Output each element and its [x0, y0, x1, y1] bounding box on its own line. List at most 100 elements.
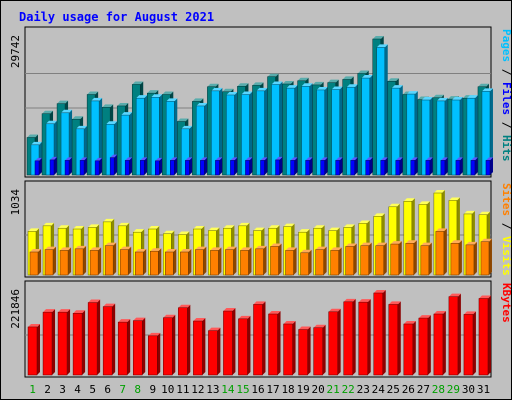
bar-kbytes-25	[388, 301, 401, 376]
bar-kbytes-10-top	[163, 314, 176, 318]
day-label-20: 20	[312, 383, 325, 396]
bar-pages-24-face	[380, 160, 385, 176]
bar-pages-23	[365, 157, 373, 176]
bar-pages-28-face	[440, 160, 446, 176]
legend-kbytes: KBytes	[500, 283, 511, 323]
bar-sites-24-side	[383, 242, 387, 275]
bar-kbytes-25-top	[388, 301, 401, 305]
bar-hits-8-top	[132, 81, 144, 85]
bar-pages-19	[305, 157, 313, 176]
bar-kbytes-4-side	[82, 310, 86, 375]
bar-sites-1-top	[30, 249, 41, 253]
day-label-1: 1	[29, 383, 36, 396]
bar-sites-7-face	[119, 249, 129, 276]
day-label-24: 24	[372, 383, 386, 396]
bar-files-27-top	[421, 97, 433, 101]
bar-kbytes-29-top	[448, 293, 461, 297]
bar-hits-28-top	[432, 94, 444, 98]
bar-files-5-side	[99, 97, 103, 175]
bar-sites-20-side	[323, 246, 327, 275]
bar-sites-4-side	[83, 245, 87, 275]
bar-hits-19-top	[297, 77, 309, 81]
bar-pages-5-top	[95, 157, 103, 161]
bar-sites-19-top	[300, 249, 312, 253]
bar-visits-20-top	[313, 225, 325, 229]
axis-max-label-kbytes: 221846	[9, 289, 22, 329]
bar-sites-9-face	[150, 250, 159, 276]
bar-visits-4-top	[73, 226, 85, 230]
legend-entry-sites-visits-2: Visits	[500, 236, 511, 276]
bar-sites-7	[119, 246, 132, 276]
bar-sites-18-top	[285, 247, 297, 251]
bar-kbytes-14-top	[223, 308, 236, 312]
bar-pages-19-top	[305, 157, 313, 161]
bar-pages-30-side	[474, 157, 478, 175]
bar-pages-23-top	[365, 157, 373, 161]
bar-kbytes-1	[27, 323, 40, 376]
bar-sites-21-top	[330, 247, 342, 251]
bar-pages-31	[485, 157, 493, 176]
bar-sites-8-top	[135, 249, 147, 253]
bar-kbytes-23-face	[358, 301, 368, 376]
bar-pages-17-top	[275, 156, 283, 160]
bar-kbytes-27-face	[418, 317, 429, 376]
bar-visits-31-top	[478, 211, 490, 215]
bar-kbytes-7	[117, 319, 131, 376]
bar-pages-20	[320, 157, 328, 176]
bar-visits-15-top	[238, 222, 250, 226]
bar-files-17-side	[279, 81, 283, 175]
bar-kbytes-16-side	[262, 301, 266, 375]
bar-pages-17-face	[275, 159, 280, 176]
bar-sites-24-top	[375, 242, 387, 246]
bar-pages-9-face	[155, 160, 160, 176]
bar-sites-19-face	[300, 252, 309, 276]
bar-pages-30-face	[470, 160, 476, 176]
bar-files-8-side	[144, 95, 148, 175]
bar-pages-7-face	[124, 160, 130, 176]
bar-files-23	[361, 75, 373, 176]
bar-files-23-side	[369, 75, 373, 175]
bar-sites-18-face	[285, 250, 294, 276]
bar-pages-13-side	[219, 157, 223, 175]
bar-pages-5-side	[99, 157, 103, 175]
bar-visits-10-top	[163, 230, 175, 234]
bar-kbytes-17-face	[268, 313, 278, 376]
bar-sites-5-face	[89, 250, 99, 276]
bar-pages-3-side	[69, 157, 73, 175]
bar-pages-31-top	[485, 157, 493, 161]
bar-kbytes-18-top	[283, 320, 296, 324]
bar-sites-30-top	[465, 241, 477, 245]
bar-sites-10-top	[165, 249, 177, 253]
bar-kbytes-27-side	[427, 315, 431, 375]
bar-kbytes-21-face	[328, 311, 338, 376]
bar-sites-30-face	[465, 244, 475, 276]
bar-files-13-side	[219, 87, 223, 175]
legend-entry-pages-files-hits-3: /	[500, 115, 511, 135]
bar-sites-19	[300, 249, 312, 276]
bar-files-20-side	[324, 86, 328, 175]
bar-kbytes-11	[178, 304, 191, 376]
bar-pages-8-side	[144, 157, 148, 175]
bar-kbytes-23	[358, 299, 371, 376]
bar-sites-23-face	[360, 245, 369, 276]
bar-sites-1-face	[29, 251, 39, 276]
bar-files-24-face	[376, 47, 385, 176]
bar-kbytes-23-side	[367, 299, 371, 375]
bar-files-28-side	[444, 97, 448, 175]
bar-pages-8-face	[139, 160, 145, 176]
bar-hits-14-top	[222, 88, 234, 92]
bar-files-27-side	[429, 97, 433, 175]
day-label-2: 2	[44, 383, 51, 396]
bar-sites-5-top	[90, 247, 102, 251]
bar-files-26-side	[414, 91, 418, 175]
bar-hits-15-top	[237, 83, 249, 87]
bar-kbytes-25-face	[388, 304, 399, 376]
bar-visits-17-top	[268, 225, 280, 229]
bar-sites-16	[255, 245, 267, 276]
bar-kbytes-11-side	[187, 304, 191, 375]
bar-sites-2-face	[44, 249, 54, 276]
bar-sites-28	[435, 228, 447, 276]
bar-files-14-top	[226, 91, 238, 95]
bar-kbytes-20-top	[313, 324, 326, 328]
bar-hits-7-top	[117, 102, 129, 106]
